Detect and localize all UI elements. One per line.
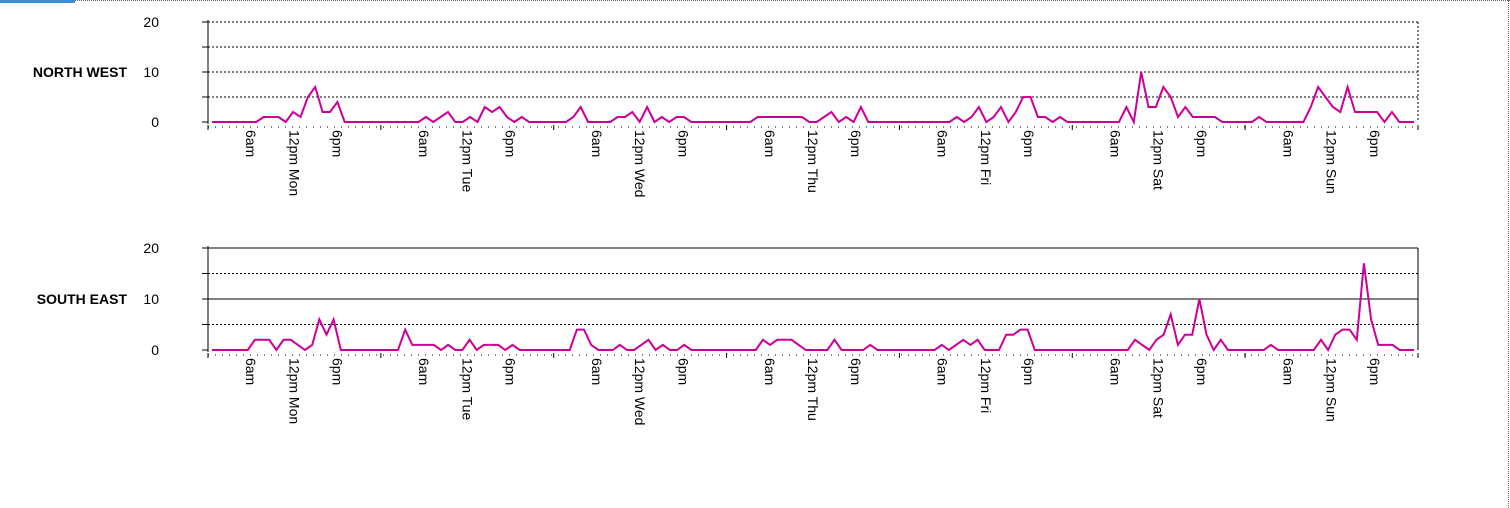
x-tick-label: 6pm [848, 358, 864, 385]
x-tick-label: 6pm [330, 358, 346, 385]
x-tick-label: 6pm [503, 358, 519, 385]
x-tick-label: 6pm [675, 358, 691, 385]
y-tick-label: 0 [151, 342, 159, 358]
x-tick-label: 12pm Thu [805, 130, 821, 193]
panel-title: SOUTH EAST [37, 291, 128, 307]
y-tick-label: 10 [143, 291, 159, 307]
x-tick-label: 6am [243, 358, 259, 385]
x-tick-label: 6pm [1021, 358, 1037, 385]
x-tick-label: 6pm [675, 130, 691, 157]
x-tick-label: 12pm Mon [286, 358, 302, 424]
x-tick-label: 6am [935, 130, 951, 157]
x-tick-label: 12pm Wed [632, 130, 648, 197]
x-tick-label: 6pm [503, 130, 519, 157]
x-tick-label: 12pm Tue [459, 358, 475, 420]
x-tick-label: 12pm Fri [978, 358, 994, 413]
series-line [212, 263, 1414, 352]
x-tick-label: 12pm Tue [459, 130, 475, 192]
x-tick-label: 12pm Sat [1151, 358, 1167, 418]
x-tick-label: 6am [762, 358, 778, 385]
x-tick-label: 12pm Sun [1324, 130, 1340, 194]
x-tick-label: 6pm [848, 130, 864, 157]
series-line [212, 71, 1414, 126]
y-tick-label: 20 [143, 240, 159, 256]
x-tick-label: 12pm Sun [1324, 358, 1340, 422]
x-tick-label: 6pm [1021, 130, 1037, 157]
x-tick-label: 6pm [1194, 358, 1210, 385]
corner-tab [0, 0, 75, 3]
x-tick-label: 12pm Mon [286, 130, 302, 196]
x-tick-label: 6am [243, 130, 259, 157]
x-tick-label: 6pm [330, 130, 346, 157]
x-tick-label: 12pm Wed [632, 358, 648, 425]
chart-panel-north-west: NORTH WEST 0 10 20 6am 12pm Mon 6pm 6am 12pm Tu… [33, 14, 1419, 197]
chart-panel-south-east: SOUTH EAST 0 10 20 6am 12pm Mon 6pm 6am 12pm Tu… [37, 240, 1419, 425]
x-tick-label: 6pm [1367, 130, 1383, 157]
x-tick-label: 12pm Fri [978, 130, 994, 185]
x-tick-label: 6am [935, 358, 951, 385]
x-tick-label: 6am [1280, 358, 1296, 385]
x-tick-label: 6am [589, 130, 605, 157]
x-tick-label: 6am [589, 358, 605, 385]
x-tick-label: 6pm [1194, 130, 1210, 157]
frame-top-border [0, 0, 1510, 1]
x-tick-label: 6am [416, 130, 432, 157]
panel-title: NORTH WEST [33, 64, 128, 80]
x-tick-label: 12pm Sat [1151, 130, 1167, 190]
y-tick-label: 0 [151, 114, 159, 130]
x-tick-label: 6am [1108, 130, 1124, 157]
x-tick-label: 6am [416, 358, 432, 385]
y-tick-label: 20 [143, 14, 159, 30]
frame-right-border [1508, 0, 1509, 508]
y-tick-label: 10 [143, 64, 159, 80]
x-tick-label: 12pm Thu [805, 358, 821, 421]
x-tick-label: 6am [762, 130, 778, 157]
x-tick-label: 6am [1108, 358, 1124, 385]
x-tick-label: 6am [1280, 130, 1296, 157]
x-tick-label: 6pm [1367, 358, 1383, 385]
